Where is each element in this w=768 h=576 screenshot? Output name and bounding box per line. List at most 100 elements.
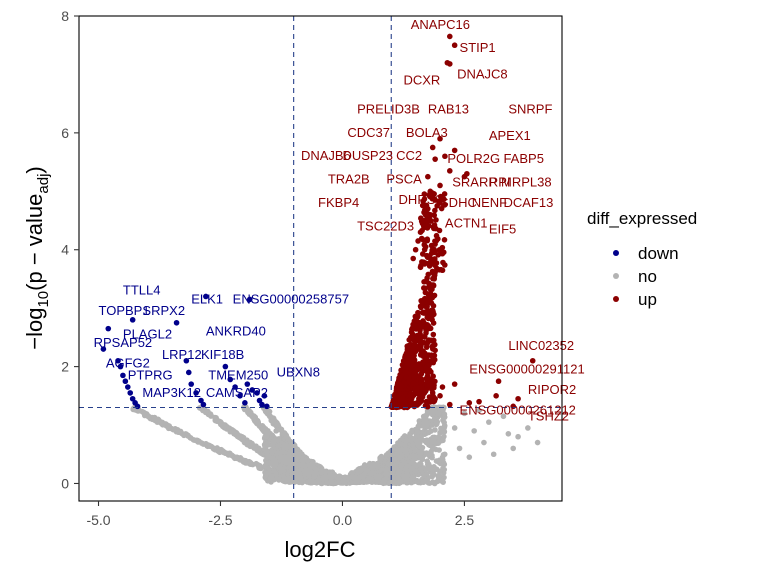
point-no	[269, 449, 275, 456]
point-no	[335, 476, 342, 482]
point-no	[328, 478, 335, 485]
point-no	[275, 442, 282, 449]
point-no	[247, 459, 253, 466]
point-no	[293, 458, 299, 465]
point-no	[227, 452, 234, 458]
point-no	[420, 479, 427, 485]
point-no	[249, 414, 256, 420]
point-no	[216, 447, 222, 454]
point-no	[424, 437, 430, 444]
point-no	[395, 474, 402, 481]
point-no	[175, 428, 182, 435]
point-no	[418, 450, 424, 456]
point-no	[191, 437, 198, 443]
point-no	[263, 433, 270, 440]
point-no	[146, 413, 152, 420]
point-no	[418, 466, 424, 473]
point-no	[265, 408, 271, 414]
point-no	[242, 457, 248, 464]
point-no	[151, 415, 157, 422]
point-no	[403, 437, 410, 444]
point-no	[263, 460, 270, 466]
point-no	[218, 420, 225, 427]
point-no	[441, 419, 447, 426]
point-no	[281, 442, 287, 449]
point-no	[155, 416, 161, 423]
point-no	[310, 478, 316, 485]
point-no	[430, 479, 436, 486]
point-no	[439, 457, 446, 463]
point-no	[377, 457, 383, 464]
point-no	[264, 451, 271, 458]
point-no	[207, 443, 214, 449]
point-no	[229, 428, 236, 434]
point-no	[263, 471, 270, 477]
point-no	[427, 466, 434, 472]
point-no	[409, 427, 415, 434]
point-no	[202, 408, 209, 415]
point-no	[411, 447, 418, 454]
point-no	[410, 442, 416, 448]
point-no	[263, 446, 269, 453]
point-no	[416, 460, 423, 467]
point-no	[410, 474, 417, 481]
point-no	[165, 423, 171, 430]
point-no	[256, 463, 262, 470]
point-no	[416, 443, 422, 449]
point-no	[424, 408, 431, 414]
point-no	[425, 451, 432, 458]
point-no	[377, 473, 383, 480]
point-no	[274, 475, 281, 482]
point-no	[278, 467, 284, 474]
point-no	[264, 442, 270, 449]
point-no	[440, 479, 446, 485]
point-no	[414, 479, 421, 485]
point-no	[247, 409, 254, 415]
point-no	[251, 444, 258, 450]
point-no	[272, 459, 279, 466]
point-no	[170, 426, 177, 433]
point-no	[392, 462, 399, 468]
point-no	[182, 431, 189, 437]
point-no	[159, 422, 166, 428]
point-no	[422, 414, 428, 420]
point-no	[397, 454, 404, 460]
point-no	[237, 434, 243, 441]
points-layer	[100, 33, 541, 487]
point-no	[288, 459, 294, 466]
point-no	[438, 427, 445, 434]
point-no	[392, 456, 398, 463]
point-no	[428, 428, 434, 434]
point-no	[429, 473, 436, 480]
point-no	[435, 410, 441, 417]
point-no	[436, 473, 443, 479]
point-no	[410, 435, 417, 442]
point-no	[421, 472, 427, 479]
point-no	[270, 439, 277, 446]
point-no	[441, 451, 448, 458]
point-no	[440, 437, 446, 444]
point-no	[425, 461, 432, 468]
point-no	[267, 476, 274, 482]
point-no	[440, 465, 446, 472]
point-no	[417, 437, 423, 443]
point-no	[255, 419, 261, 426]
point-no	[433, 466, 440, 472]
point-no	[198, 440, 205, 446]
point-no	[283, 434, 290, 440]
point-no	[395, 469, 402, 476]
point-no	[399, 446, 406, 453]
point-no	[395, 447, 402, 453]
point-no	[366, 461, 373, 468]
point-no	[213, 417, 220, 423]
point-no	[401, 442, 408, 448]
point-no	[401, 459, 408, 466]
point-no	[234, 455, 240, 462]
point-no	[434, 420, 440, 426]
point-no	[290, 448, 296, 455]
point-no	[405, 463, 411, 469]
point-no	[404, 468, 410, 474]
point-no	[302, 470, 309, 476]
point-no	[271, 418, 277, 425]
